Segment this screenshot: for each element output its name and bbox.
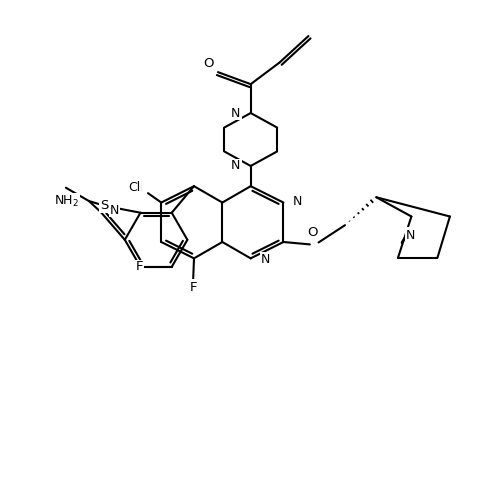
Text: N: N (109, 204, 119, 217)
Text: O: O (307, 226, 318, 239)
Text: N: N (293, 195, 303, 208)
Text: F: F (189, 281, 197, 294)
Text: N: N (260, 253, 270, 266)
Text: N: N (406, 229, 415, 242)
Text: Cl: Cl (130, 182, 142, 195)
Text: N: N (231, 106, 240, 120)
Text: Cl: Cl (128, 181, 141, 194)
Text: S: S (100, 199, 109, 212)
Text: O: O (307, 227, 318, 240)
Text: N: N (293, 195, 303, 208)
Text: N: N (260, 253, 270, 266)
Text: N: N (406, 228, 415, 241)
Text: N: N (232, 106, 241, 120)
Text: O: O (203, 57, 214, 70)
Text: N: N (231, 159, 240, 172)
Text: F: F (135, 260, 143, 273)
Text: F: F (189, 280, 197, 293)
Text: N: N (232, 159, 241, 172)
Text: NH$_2$: NH$_2$ (54, 194, 80, 209)
